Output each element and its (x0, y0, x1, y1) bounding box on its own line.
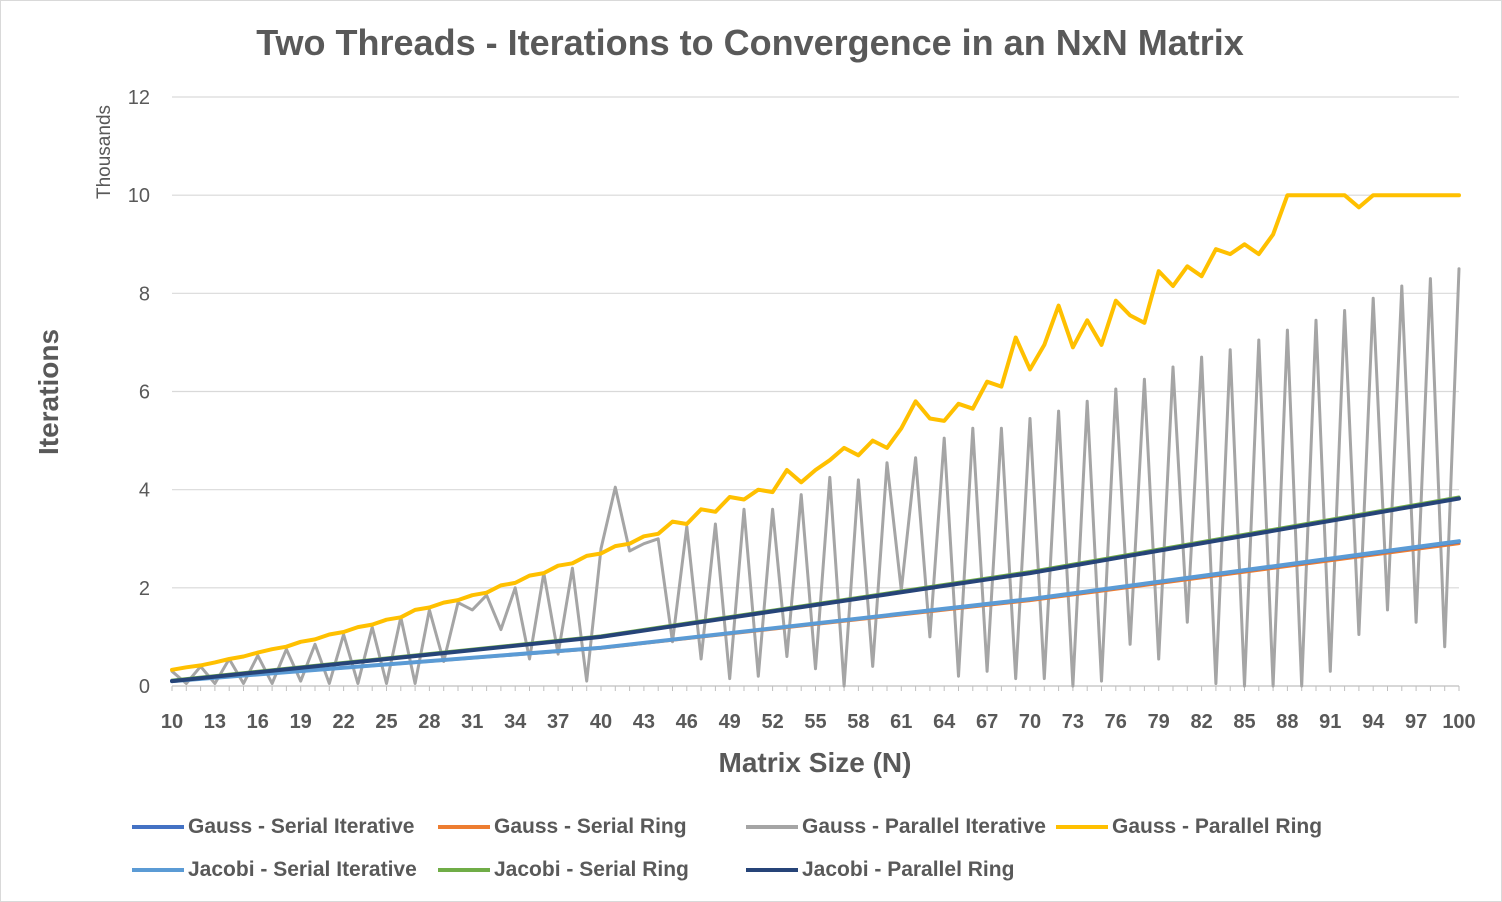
legend-item: Gauss - Parallel Ring (1056, 812, 1322, 842)
legend-label: Gauss - Parallel Iterative (802, 815, 1046, 838)
series-line-jacobi-parallel-ring (170, 496, 1461, 684)
x-tick-label: 46 (676, 711, 698, 733)
legend-swatch (746, 825, 798, 829)
x-tick-label: 100 (1442, 711, 1475, 733)
x-tick-label: 70 (1019, 711, 1041, 733)
y-axis-units: Thousands (94, 105, 115, 199)
series-line-gauss-parallel-iterative (170, 267, 1461, 688)
grid-lines (172, 96, 1459, 687)
legend-swatch (438, 825, 490, 829)
legend-item: Jacobi - Parallel Ring (746, 855, 1014, 885)
x-tick-label: 25 (375, 711, 397, 733)
x-tick-label: 19 (290, 711, 312, 733)
x-tick-label: 31 (461, 711, 483, 733)
series-line-jacobi-serial-iterative (170, 539, 1461, 684)
legend-item: Gauss - Serial Ring (438, 812, 687, 842)
x-tick-label: 67 (976, 711, 998, 733)
x-tick-label: 82 (1190, 711, 1212, 733)
x-tick-label: 22 (332, 711, 354, 733)
legend-item: Gauss - Serial Iterative (132, 812, 414, 842)
legend-label: Jacobi - Serial Ring (494, 858, 689, 881)
y-tick-label: 12 (128, 87, 150, 109)
x-tick-label: 85 (1233, 711, 1255, 733)
series-lines (170, 193, 1461, 688)
x-tick-label: 91 (1319, 711, 1341, 733)
x-tick-label: 13 (204, 711, 226, 733)
legend-item: Gauss - Parallel Iterative (746, 812, 1046, 842)
x-tick-label: 52 (761, 711, 783, 733)
x-tick-label: 88 (1276, 711, 1298, 733)
y-axis-title: Iterations (33, 329, 64, 455)
x-tick-label: 79 (1148, 711, 1170, 733)
y-tick-label: 0 (139, 676, 150, 698)
chart-title: Two Threads - Iterations to Convergence … (256, 22, 1244, 63)
y-tick-label: 10 (128, 185, 150, 207)
x-tick-label: 37 (547, 711, 569, 733)
x-tick-label: 43 (633, 711, 655, 733)
y-tick-label: 4 (139, 480, 150, 502)
y-tick-label: 2 (139, 578, 150, 600)
x-tick-label: 10 (161, 711, 183, 733)
x-tick-label: 40 (590, 711, 612, 733)
legend-swatch (746, 868, 798, 872)
x-tick-label: 97 (1405, 711, 1427, 733)
x-tick-label: 34 (504, 711, 527, 733)
legend-swatch (438, 868, 490, 872)
series-line-gauss-parallel-ring (170, 193, 1461, 672)
legend-label: Gauss - Parallel Ring (1112, 815, 1323, 838)
x-tick-label: 49 (719, 711, 741, 733)
legend-label: Jacobi - Serial Iterative (188, 858, 417, 881)
y-axis-ticks: 0 2 4 6 8 10 12 (128, 87, 150, 698)
legend-swatch (1056, 825, 1108, 829)
x-tick-label: 76 (1105, 711, 1127, 733)
legend-swatch (132, 868, 184, 872)
x-axis-title: Matrix Size (N) (719, 747, 912, 778)
x-axis-ticks: 10 13 16 19 22 25 28 31 34 37 40 43 46 49 52 55 58 61 64 67… (161, 686, 1476, 733)
x-tick-label: 16 (247, 711, 269, 733)
legend-item: Jacobi - Serial Ring (438, 855, 689, 885)
legend-item: Jacobi - Serial Iterative (132, 855, 417, 885)
x-tick-label: 28 (418, 711, 440, 733)
legend-label: Gauss - Serial Ring (494, 815, 687, 838)
x-tick-label: 55 (804, 711, 826, 733)
legend-label: Jacobi - Parallel Ring (802, 858, 1015, 881)
x-tick-label: 94 (1362, 711, 1385, 733)
y-tick-label: 6 (139, 382, 150, 404)
x-tick-label: 64 (933, 711, 956, 733)
legend-swatch (132, 825, 184, 829)
x-tick-label: 58 (847, 711, 869, 733)
x-tick-label: 73 (1062, 711, 1084, 733)
legend-label: Gauss - Serial Iterative (188, 815, 415, 838)
y-tick-label: 8 (139, 283, 150, 305)
x-tick-label: 61 (890, 711, 912, 733)
